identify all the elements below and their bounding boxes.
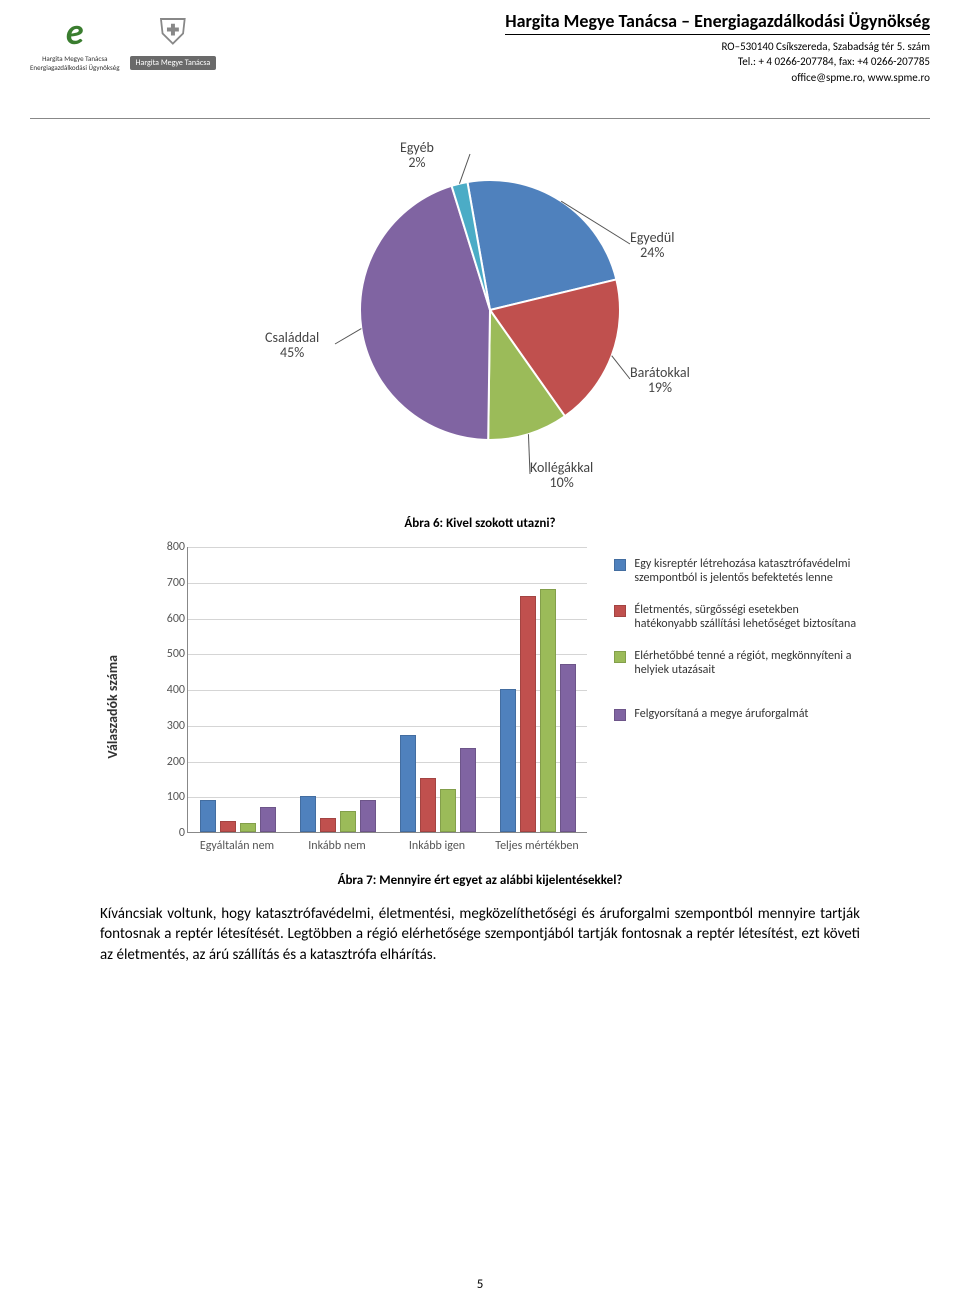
bar-group	[294, 796, 382, 832]
ytick: 600	[141, 612, 185, 626]
bar-group	[494, 589, 582, 832]
addr-line1: RO–530140 Csíkszereda, Szabadság tér 5. …	[505, 39, 930, 54]
pie-chart	[360, 170, 620, 450]
bar	[260, 807, 276, 832]
header-right: Hargita Megye Tanácsa – Energiagazdálkod…	[505, 10, 930, 85]
logo1-cap-bot: Energiagazdálkodási Ügynökség	[30, 63, 120, 72]
legend-label: Életmentés, sürgősségi esetekben hatékon…	[634, 603, 860, 631]
bar-chart: 0100200300400500600700800Egyáltalán nemI…	[141, 547, 594, 867]
legend-item: Felgyorsítaná a megye áruforgalmát	[614, 707, 860, 721]
ytick: 800	[141, 540, 185, 554]
addr-line3: office@spme.ro, www.spme.ro	[505, 70, 930, 85]
gridline	[188, 547, 587, 548]
bar-caption: Ábra 7: Mennyire ért egyet az alábbi kij…	[100, 873, 860, 888]
bar-ylabel: Válaszadók száma	[100, 655, 121, 759]
ytick: 300	[141, 719, 185, 733]
bar	[360, 800, 376, 832]
logo-county: ⛨ Hargita Megye Tanácsa	[130, 10, 217, 72]
pie-caption: Ábra 6: Kivel szokott utazni?	[100, 516, 860, 531]
header-address: RO–530140 Csíkszereda, Szabadság tér 5. …	[505, 39, 930, 85]
bar	[500, 689, 516, 832]
pie-label-egyedül: Egyedül24%	[630, 230, 674, 261]
bar	[200, 800, 216, 832]
bar-xlabel: Inkább nem	[287, 839, 387, 853]
bar	[400, 735, 416, 832]
analysis-paragraph: Kíváncsiak voltunk, hogy katasztrófavéde…	[100, 904, 860, 965]
logo1-cap-top: Hargita Megye Tanácsa	[42, 54, 107, 63]
bar	[460, 748, 476, 832]
legend-label: Felgyorsítaná a megye áruforgalmát	[634, 707, 808, 721]
header-logos: e Hargita Megye Tanácsa Energiagazdálkod…	[30, 10, 216, 72]
bar	[340, 811, 356, 832]
legend-label: Elérhetőbbé tenné a régiót, megkönnyíten…	[634, 649, 860, 677]
pie-label-családdal: Családdal45%	[265, 330, 319, 361]
bar-chart-area: Válaszadók száma 01002003004005006007008…	[100, 547, 860, 867]
addr-line2: Tel.: + 4 0266-207784, fax: +4 0266-2077…	[505, 54, 930, 69]
bar	[440, 789, 456, 832]
ytick: 200	[141, 755, 185, 769]
bar	[300, 796, 316, 832]
legend-item: Életmentés, sürgősségi esetekben hatékon…	[614, 603, 860, 631]
bar	[420, 778, 436, 832]
legend-label: Egy kisreptér létrehozása katasztrófavéd…	[634, 557, 860, 585]
logo-energy-agency: e Hargita Megye Tanácsa Energiagazdálkod…	[30, 10, 120, 72]
legend-item: Egy kisreptér létrehozása katasztrófavéd…	[614, 557, 860, 585]
bar	[320, 818, 336, 832]
gridline	[188, 583, 587, 584]
bar	[240, 823, 256, 832]
bar	[560, 664, 576, 832]
legend-item: Elérhetőbbé tenné a régiót, megkönnyíten…	[614, 649, 860, 677]
bar-xlabel: Teljes mértékben	[487, 839, 587, 853]
ytick: 400	[141, 683, 185, 697]
shield-icon: ⛨	[159, 10, 186, 54]
bar	[220, 821, 236, 832]
header-title: Hargita Megye Tanácsa – Energiagazdálkod…	[505, 10, 930, 35]
ytick: 500	[141, 647, 185, 661]
bar-legend: Egy kisreptér létrehozása katasztrófavéd…	[614, 547, 860, 867]
pie-label-kollégákkal: Kollégákkal10%	[530, 460, 593, 491]
page-number: 5	[0, 1277, 960, 1292]
bar-group	[394, 735, 482, 832]
bar	[520, 596, 536, 832]
header-rule	[30, 118, 930, 119]
page-header: e Hargita Megye Tanácsa Energiagazdálkod…	[0, 0, 960, 120]
ytick: 0	[141, 826, 185, 840]
bar-plot	[187, 547, 587, 833]
page-content: Egyedül24% Barátokkal19% Kollégákkal10% Csa…	[0, 120, 960, 965]
logo2-caption: Hargita Megye Tanácsa	[130, 56, 217, 70]
legend-swatch	[614, 605, 626, 617]
legend-swatch	[614, 559, 626, 571]
ytick: 700	[141, 576, 185, 590]
legend-swatch	[614, 709, 626, 721]
bar-xlabel: Inkább igen	[387, 839, 487, 853]
bar	[540, 589, 556, 832]
bar-xlabel: Egyáltalán nem	[187, 839, 287, 853]
legend-swatch	[614, 651, 626, 663]
pie-label-barátokkal: Barátokkal19%	[630, 365, 690, 396]
ytick: 100	[141, 790, 185, 804]
bar-group	[194, 800, 282, 832]
pie-chart-wrap: Egyedül24% Barátokkal19% Kollégákkal10% Csa…	[100, 140, 880, 510]
leaf-e-icon: e	[66, 10, 84, 54]
pie-label-egyéb: Egyéb2%	[400, 140, 434, 171]
